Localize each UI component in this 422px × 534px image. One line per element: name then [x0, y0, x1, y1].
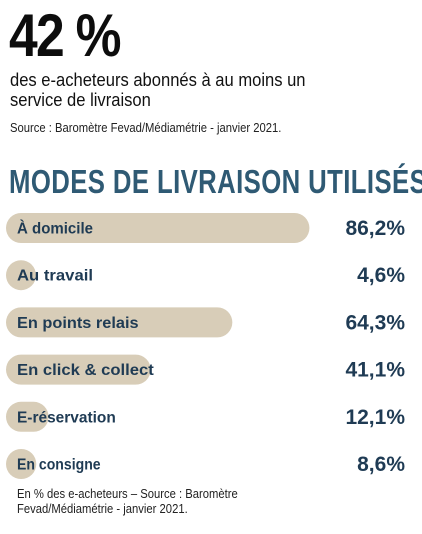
chart-title: MODES DE LIVRAISON UTILISÉS [9, 163, 422, 200]
value-label-en-consigne: 8,6% [357, 453, 405, 476]
value-label-en-points-relais: 64,3% [345, 311, 405, 334]
bar-e-reservation [6, 401, 49, 432]
bar-en-consigne [6, 449, 37, 479]
bar-a-domicile [6, 213, 310, 243]
category-label-en-consigne: En consigne [17, 457, 101, 474]
category-label-en-points-relais: En points relais [17, 315, 139, 332]
headline-description: des e-acheteurs abonnés à au moins un se… [10, 70, 306, 110]
headline-stat: 42 % [9, 2, 121, 69]
value-label-au-travail: 4,6% [357, 264, 405, 287]
headline-source: Source : Baromètre Fevad/Médiamétrie - j… [10, 121, 282, 135]
chart-footnote: En % des e-acheteurs – Source : Baromètr… [17, 487, 238, 516]
category-label-e-reservation: E-réservation [17, 409, 116, 426]
bar-en-points-relais [6, 307, 233, 338]
value-label-a-domicile: 86,2% [345, 217, 405, 240]
category-label-en-click-collect: En click & collect [17, 362, 154, 379]
category-label-a-domicile: À domicile [17, 219, 93, 238]
value-label-en-click-collect: 41,1% [345, 359, 405, 382]
bar-au-travail [6, 260, 36, 291]
value-label-e-reservation: 12,1% [345, 406, 405, 429]
bar-en-click-collect [6, 354, 151, 385]
category-label-au-travail: Au travail [17, 268, 93, 285]
